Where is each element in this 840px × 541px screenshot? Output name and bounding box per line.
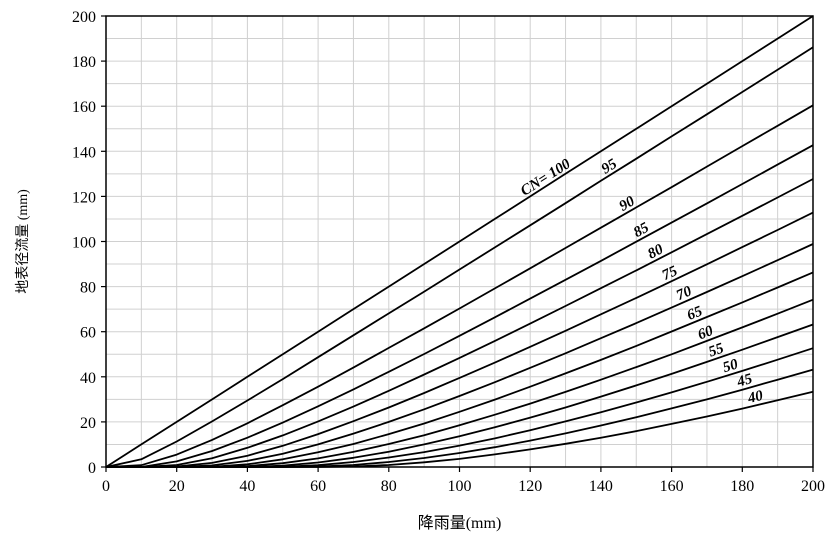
- y-tick-label: 180: [72, 54, 96, 71]
- curve-label-cn-85: 85: [631, 220, 652, 241]
- y-tick-label: 140: [72, 144, 96, 161]
- series-line-cn-100: [105, 15, 814, 468]
- series-lines: [105, 15, 814, 468]
- x-tick-label: 20: [169, 478, 185, 495]
- curve-label-cn-55: 55: [707, 340, 727, 360]
- axis-ticks: 0 20 40 60 80 100 120 140 160 180 200 0 20 40 60 80 100 1…: [72, 9, 825, 495]
- series-line-cn-90: [105, 104, 814, 468]
- y-tick-label: 0: [88, 460, 96, 477]
- y-tick-label: 20: [80, 415, 96, 432]
- x-tick-label: 120: [518, 478, 542, 495]
- series-line-cn-80: [106, 178, 814, 468]
- curve-label-cn-50: 50: [721, 356, 741, 376]
- x-tick-label: 180: [730, 478, 754, 495]
- series-line-cn-70: [106, 243, 814, 468]
- x-tick-label: 80: [381, 478, 397, 495]
- curve-label-cn-40: 40: [745, 388, 765, 407]
- curve-label-cn-45: 45: [734, 371, 754, 391]
- grid: [106, 16, 813, 467]
- x-tick-label: 200: [801, 478, 825, 495]
- y-axis-title: 地表径流量 (mm): [15, 189, 31, 294]
- curve-label-cn-60: 60: [696, 323, 716, 343]
- y-tick-label: 200: [72, 9, 96, 26]
- x-axis-title: 降雨量(mm): [418, 514, 502, 532]
- y-tick-label: 100: [72, 235, 96, 252]
- x-tick-label: 160: [660, 478, 684, 495]
- y-tick-label: 160: [72, 99, 96, 116]
- series-line-cn-95: [105, 46, 814, 468]
- x-tick-label: 0: [102, 478, 110, 495]
- curve-label-cn-75: 75: [660, 263, 681, 284]
- y-tick-label: 60: [80, 325, 96, 342]
- y-tick-label: 120: [72, 189, 96, 206]
- series-line-cn-75: [106, 211, 814, 468]
- x-tick-label: 140: [589, 478, 613, 495]
- y-tick-label: 80: [80, 280, 96, 297]
- x-tick-label: 60: [310, 478, 326, 495]
- curve-label-cn-80: 80: [645, 241, 666, 262]
- curve-label-cn-70: 70: [674, 283, 695, 304]
- x-tick-label: 100: [448, 478, 472, 495]
- y-tick-label: 40: [80, 370, 96, 387]
- series-line-cn-85: [106, 144, 814, 468]
- x-tick-label: 40: [239, 478, 255, 495]
- curve-label-cn-65: 65: [685, 303, 705, 324]
